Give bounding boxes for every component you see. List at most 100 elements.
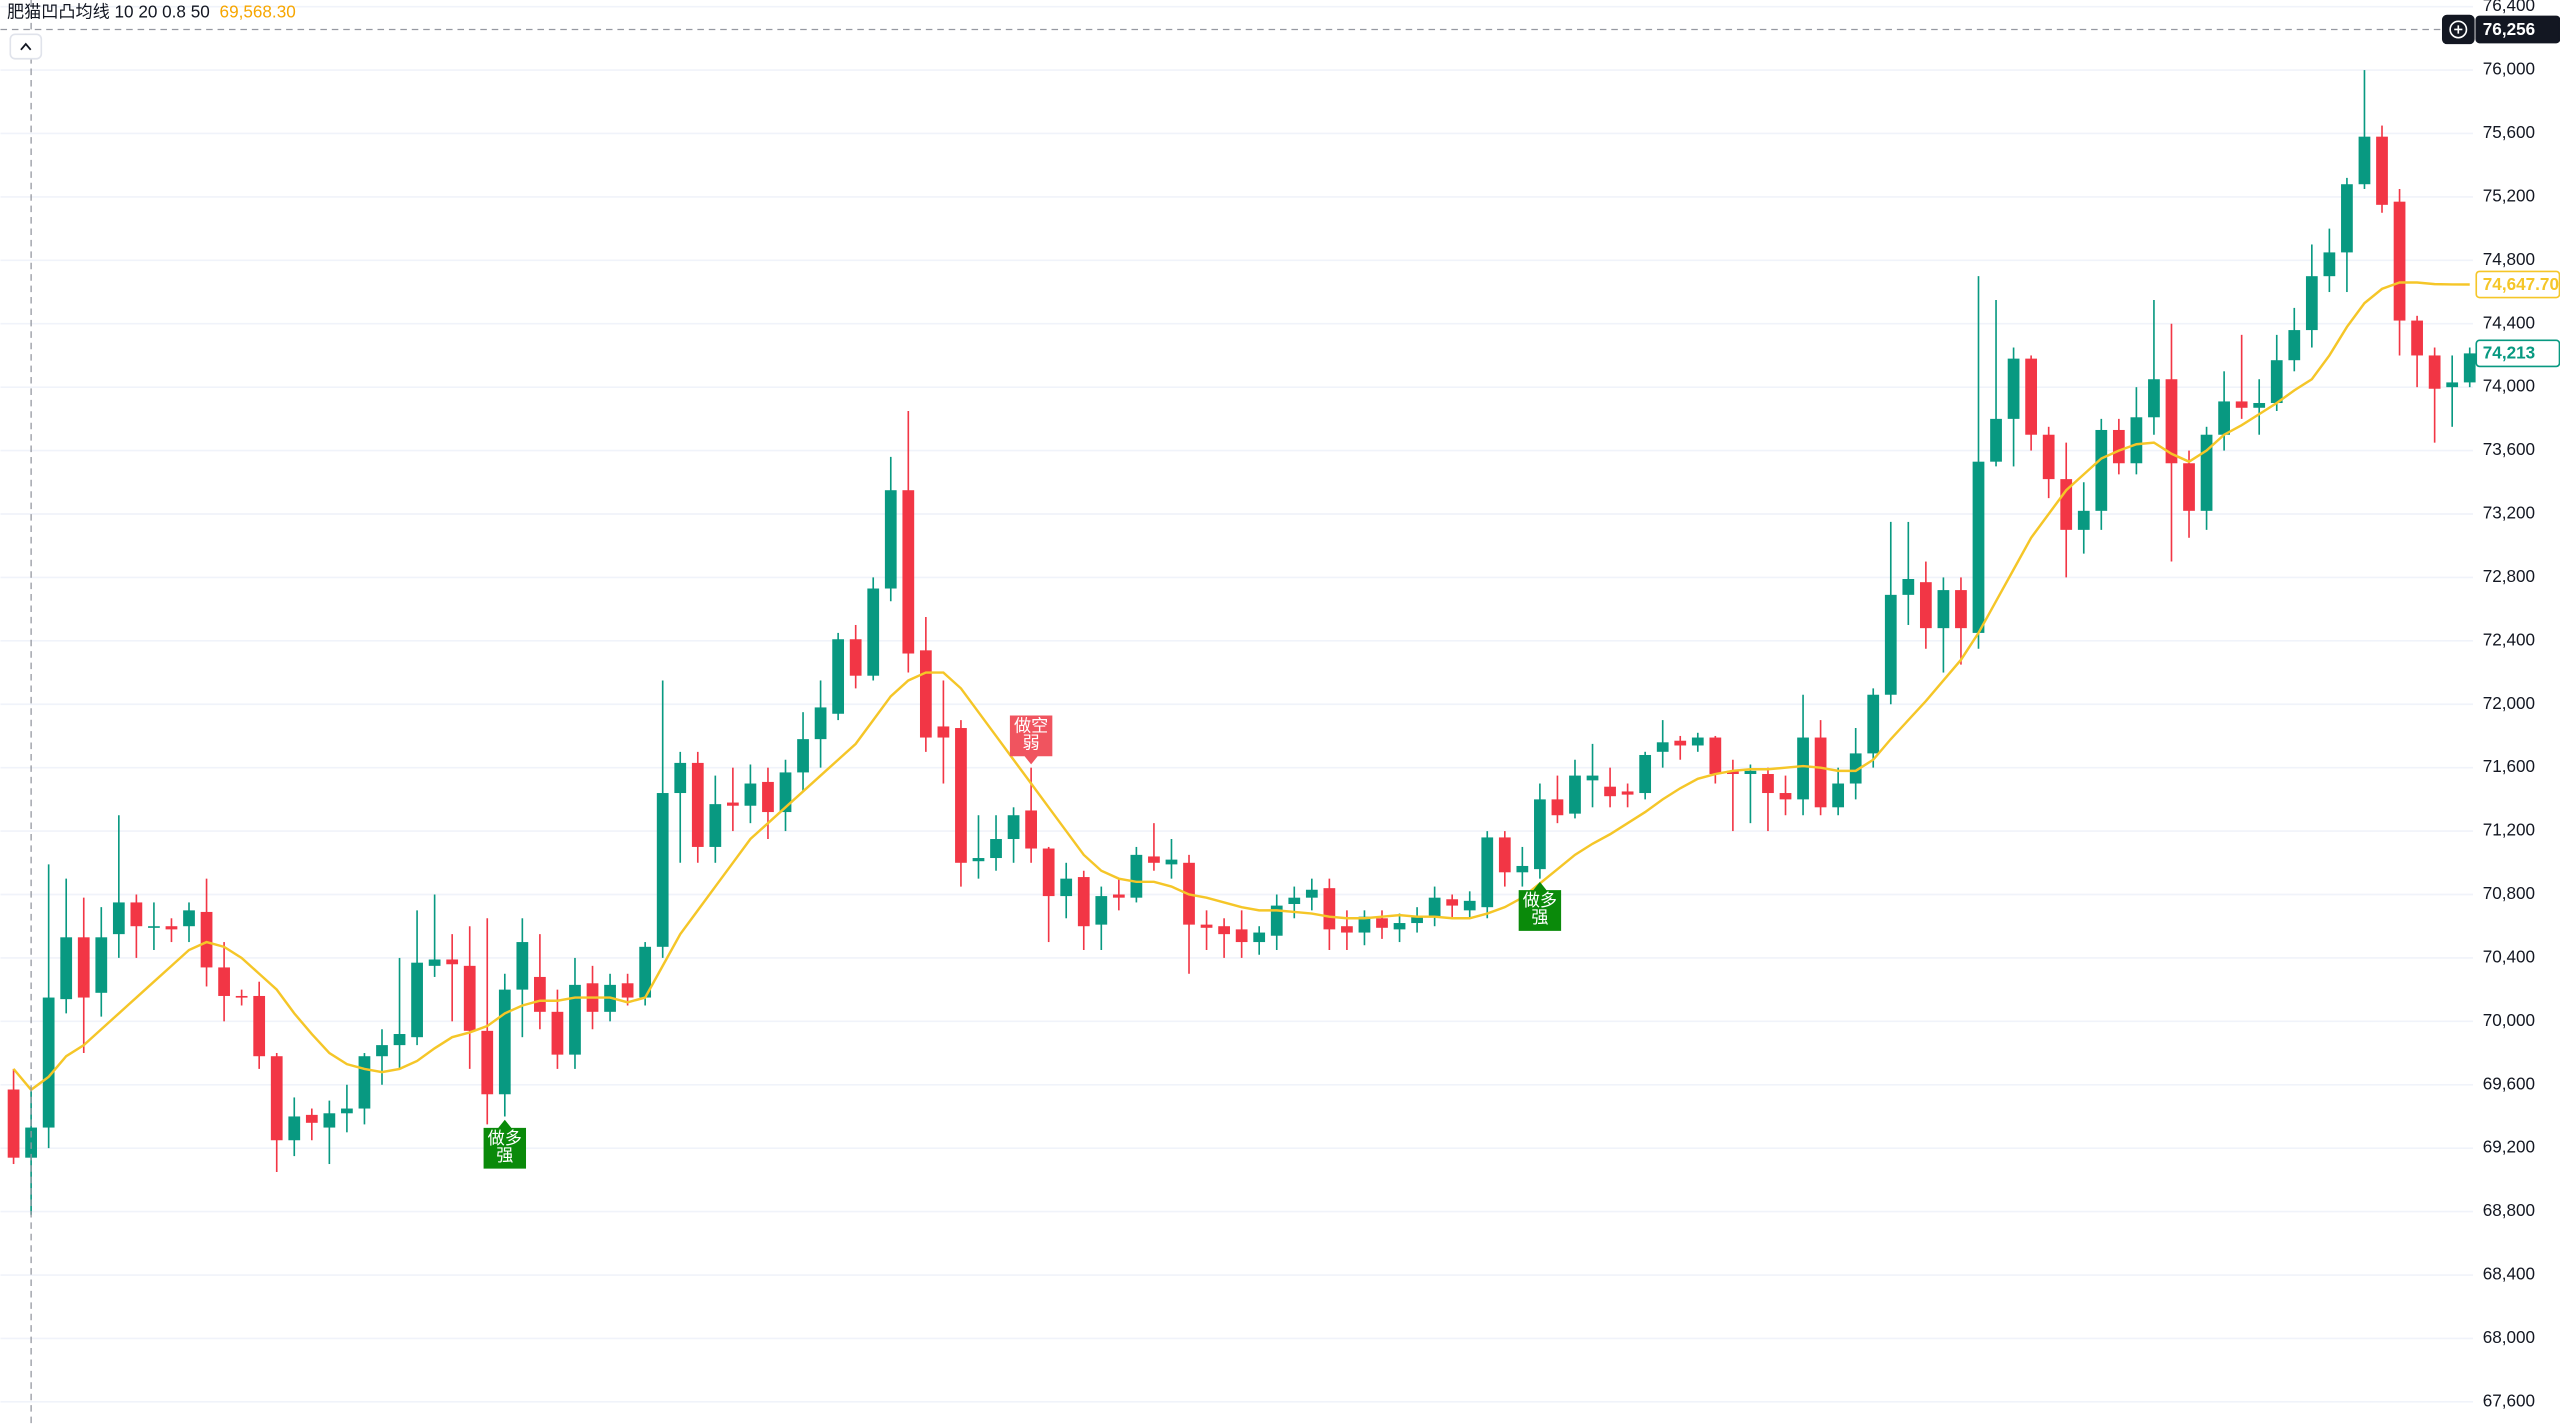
collapse-icon [20,42,32,51]
last-price-tag-label: 74,213 [2483,343,2535,363]
crosshair-price-tag-label: 76,256 [2483,19,2535,39]
candle-body [1639,754,1652,794]
candle-body [919,650,932,738]
candle-body [569,984,581,1055]
candle-body [2376,136,2388,205]
y-tick-label: 70,400 [2483,946,2535,966]
candle-body [7,1089,20,1158]
candle-body [814,707,827,740]
candle-body [2200,434,2213,511]
candle-body [674,762,687,794]
y-tick-label: 72,400 [2483,629,2535,649]
signal-marker: 做多强 [1518,881,1562,931]
candle-body [2042,434,2055,480]
candle-body [1305,889,1318,898]
candle-body [849,639,862,676]
signal-box [1518,881,1562,931]
signal-text: 弱 [1023,733,1040,753]
candle-body [376,1045,388,1057]
candle-body [235,995,248,998]
collapse-button[interactable] [9,33,43,60]
candle-body [253,995,266,1057]
crosshair-plus-icon [2449,20,2468,39]
crosshair-price-tag-box [2475,15,2560,44]
y-tick-label: 68,800 [2483,1200,2535,1220]
candle-body [200,911,213,968]
candle-body [1446,899,1459,906]
candle-body [1148,856,1160,863]
candle-body [1218,926,1230,935]
candle-body [95,937,108,993]
candle-body [2025,358,2038,435]
candle-body [990,839,1002,859]
y-tick-label: 70,800 [2483,883,2535,903]
y-tick-label: 71,600 [2483,756,2535,776]
candle-body [2060,479,2073,530]
candle-body [1411,916,1423,924]
candle-body [1463,900,1476,911]
signal-box [1009,715,1053,765]
candle-body [1744,770,1757,775]
ma-price-tag-box [2475,270,2560,299]
signal-text: 做多 [488,1128,522,1148]
candle-body [1919,582,1932,629]
candle-body [288,1116,301,1141]
candle-body [463,965,476,1031]
candle-body [1832,783,1845,808]
candle-body [2165,379,2178,464]
candle-body [60,937,73,1000]
candle-body [341,1108,353,1114]
candle-body [902,490,915,654]
candle-body [1902,579,1915,595]
y-tick-label: 68,400 [2483,1264,2535,1284]
candle-body [1060,878,1073,897]
y-tick-label: 69,600 [2483,1073,2535,1093]
candle-body [1972,461,1985,633]
candle-body [2446,382,2459,388]
candle-body [779,772,792,813]
candle-body [516,942,529,990]
y-tick-label: 73,200 [2483,503,2535,523]
candle-body [2288,330,2301,361]
signal-text: 强 [496,1145,513,1165]
crosshair-plus-sign [2454,25,2463,34]
candle-body [1534,799,1546,870]
y-tick-label: 74,400 [2483,312,2535,332]
candle-body [1797,737,1809,800]
candle-body [305,1114,318,1123]
ma-line [12,281,2470,1092]
candle-body [1727,770,1739,775]
signal-marker: 做空弱 [1009,715,1053,765]
candle-body [446,959,459,965]
candle-body [2007,358,2020,419]
candle-body [639,946,652,998]
signal-text: 强 [1531,907,1548,927]
candle-body [955,728,967,863]
candle-body [2270,360,2283,404]
last-price-tag-box [2475,339,2560,368]
candle-body [621,983,634,998]
candle-body [1691,737,1704,746]
candle-body [691,762,704,847]
candle-body [411,962,423,1038]
ma-price-tag-label: 74,647.70 [2483,274,2559,294]
y-tick-label: 68,000 [2483,1327,2535,1347]
candle-body [1077,877,1090,927]
candle-body [393,1034,406,1046]
y-tick-label: 75,200 [2483,185,2535,205]
candle-body [2341,184,2353,253]
candle-body [1604,786,1616,797]
candle-body [534,976,546,1012]
candle-body [656,793,669,947]
candle-body [2428,355,2441,389]
candle-body [1288,897,1301,905]
signal-marker: 做多强 [483,1119,527,1169]
candle-body [1323,888,1336,930]
signal-text: 做空 [1014,715,1048,735]
candle-body [2130,417,2143,464]
candle-body [165,926,178,930]
candle-body [2235,401,2248,408]
